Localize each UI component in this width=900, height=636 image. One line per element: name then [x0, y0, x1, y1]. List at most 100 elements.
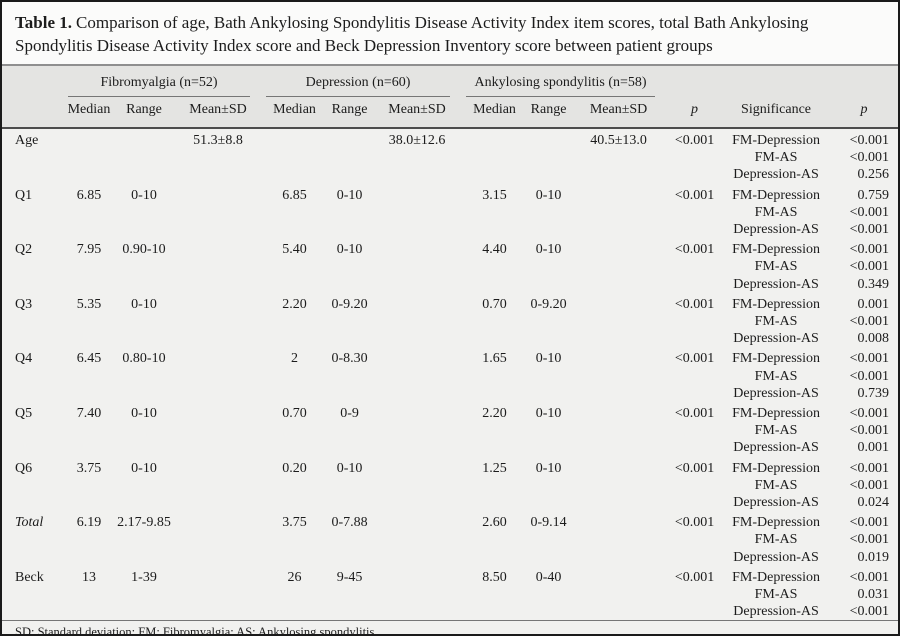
fm-median-value: 6.45: [76, 351, 102, 367]
pairwise-p-value: <0.001: [849, 406, 890, 422]
fm-meansd-value: [174, 347, 262, 402]
dep-meansd-value: [372, 347, 462, 402]
fm-median-value: 7.40: [76, 406, 102, 422]
col-header-significance: Significance: [722, 97, 831, 129]
col-header-fm-range: Range: [114, 97, 174, 129]
as-meansd-value: [570, 347, 667, 402]
significance-pair-label: FM-Depression: [732, 187, 820, 203]
significance-pair-label: FM-Depression: [732, 351, 820, 367]
significance-pair-label: Depression-AS: [733, 604, 819, 620]
significance-pairs: FM-Depression FM-AS Depression-AS: [722, 566, 830, 621]
as-range-value: 0-10: [535, 242, 562, 258]
as-range-value: 0-10: [535, 406, 562, 422]
empty-header-cell: [2, 97, 64, 129]
pairwise-p-values: <0.001 <0.001 0.001: [830, 402, 898, 457]
dep-range-value: 0-10: [336, 460, 363, 476]
significance-pair-label: FM-Depression: [732, 569, 820, 585]
dep-median-value: 0.20: [282, 460, 307, 476]
significance-pair-label: Depression-AS: [733, 222, 819, 238]
group-header-depression: Depression (n=60): [262, 66, 463, 97]
dep-meansd-value: [372, 293, 462, 348]
group-header-depression-label: Depression (n=60): [266, 68, 451, 97]
col-header-as-range: Range: [527, 97, 571, 129]
col-header-dep-meansd: Mean±SD: [372, 97, 463, 129]
significance-pair-label: FM-Depression: [732, 460, 820, 476]
row-label: Q1: [15, 187, 33, 203]
dep-median-value: 6.85: [282, 187, 307, 203]
fm-median-value: 3.75: [76, 460, 102, 476]
comparison-table: Fibromyalgia (n=52) Depression (n=60) An…: [2, 66, 898, 620]
significance-pair-label: Depression-AS: [733, 331, 819, 347]
significance-pair-label: FM-AS: [754, 259, 798, 275]
significance-pair-label: Depression-AS: [733, 276, 819, 292]
fm-meansd-value: [174, 184, 262, 239]
as-median-value: 2.60: [482, 515, 507, 531]
fm-range-value: 0.90-10: [122, 242, 166, 258]
significance-pair-label: FM-Depression: [732, 242, 820, 258]
pairwise-p-value: <0.001: [849, 351, 890, 367]
as-meansd-value: 40.5±13.0: [590, 133, 647, 148]
table-row-q5: Q5 7.40 0-10 0.70 0-9 2.20 0-10 <0.001 FM-Depres…: [2, 402, 898, 457]
significance-pairs: FM-Depression FM-AS Depression-AS: [722, 128, 830, 184]
as-meansd-value: [570, 457, 667, 512]
row-label: Total: [15, 515, 44, 531]
overall-p-value: <0.001: [674, 460, 715, 476]
fm-range-value: 1-39: [131, 569, 157, 585]
table-row-q3: Q3 5.35 0-10 2.20 0-9.20 0.70 0-9.20 <0.001 FM-D…: [2, 293, 898, 348]
overall-p-value: <0.001: [674, 187, 715, 203]
empty-header-cell: [2, 66, 64, 97]
table-number: Table 1.: [15, 13, 73, 32]
pairwise-p-value: <0.001: [849, 423, 890, 439]
overall-p-value: <0.001: [674, 296, 715, 312]
significance-pair-label: FM-Depression: [732, 515, 820, 531]
as-median-value: 8.50: [482, 569, 507, 585]
pairwise-p-values: <0.001 <0.001 0.256: [830, 128, 898, 184]
row-label: Q2: [15, 242, 33, 258]
fm-range-value: 2.17-9.85: [117, 515, 171, 531]
significance-pair-label: Depression-AS: [733, 549, 819, 565]
empty-header-cell: [667, 66, 723, 97]
group-header-fibromyalgia-label: Fibromyalgia (n=52): [68, 68, 251, 97]
table-row-q1: Q1 6.85 0-10 6.85 0-10 3.15 0-10 <0.001 FM-Depre…: [2, 184, 898, 239]
overall-p-value: <0.001: [674, 351, 715, 367]
as-median-value: 4.40: [482, 242, 507, 258]
pairwise-p-value: <0.001: [849, 477, 890, 493]
pairwise-p-value: <0.001: [849, 242, 890, 258]
dep-median-value: 2: [291, 351, 299, 367]
table-caption: Comparison of age, Bath Ankylosing Spond…: [15, 13, 809, 55]
row-label: Q4: [15, 351, 33, 367]
pairwise-p-value: 0.256: [857, 167, 890, 183]
overall-p-value: <0.001: [674, 406, 715, 422]
table-row-total: Total 6.19 2.17-9.85 3.75 0-7.88 2.60 0-9.14 <0…: [2, 511, 898, 566]
pairwise-p-value: <0.001: [849, 204, 890, 220]
fm-meansd-value: 51.3±8.8: [193, 133, 243, 148]
significance-pair-label: FM-AS: [754, 150, 798, 166]
as-meansd-value: [570, 511, 667, 566]
fm-median-value: 7.95: [76, 242, 102, 258]
col-header-dep-median: Median: [262, 97, 328, 129]
significance-pairs: FM-Depression FM-AS Depression-AS: [722, 457, 830, 512]
table-row-q4: Q4 6.45 0.80-10 2 0-8.30 1.65 0-10 <0.001 FM-Dep…: [2, 347, 898, 402]
fm-meansd-value: [174, 457, 262, 512]
table-row-age: Age 51.3±8.8 38.0±12.6 40.5±13.0 <0.001 FM-De…: [2, 128, 898, 184]
overall-p-value: <0.001: [674, 569, 715, 585]
row-label: Q3: [15, 296, 33, 312]
pairwise-p-values: <0.001 <0.001 0.024: [830, 457, 898, 512]
pairwise-p-value: 0.739: [857, 385, 890, 401]
significance-pair-label: Depression-AS: [733, 440, 819, 456]
col-header-fm-meansd: Mean±SD: [174, 97, 263, 129]
dep-meansd-value: [372, 566, 462, 621]
as-median-value: 1.65: [482, 351, 507, 367]
dep-range-value: [327, 128, 372, 184]
significance-pair-label: FM-Depression: [732, 133, 820, 148]
pairwise-p-values: 0.001 <0.001 0.008: [830, 293, 898, 348]
dep-meansd-value: [372, 457, 462, 512]
significance-pairs: FM-Depression FM-AS Depression-AS: [722, 238, 830, 293]
dep-range-value: 0-8.30: [331, 351, 368, 367]
dep-range-value: 0-10: [336, 242, 363, 258]
pairwise-p-value: 0.019: [857, 549, 890, 565]
col-header-dep-range: Range: [327, 97, 373, 129]
pairwise-p-value: <0.001: [849, 532, 890, 548]
group-header-fibromyalgia: Fibromyalgia (n=52): [64, 66, 263, 97]
fm-meansd-value: [174, 238, 262, 293]
